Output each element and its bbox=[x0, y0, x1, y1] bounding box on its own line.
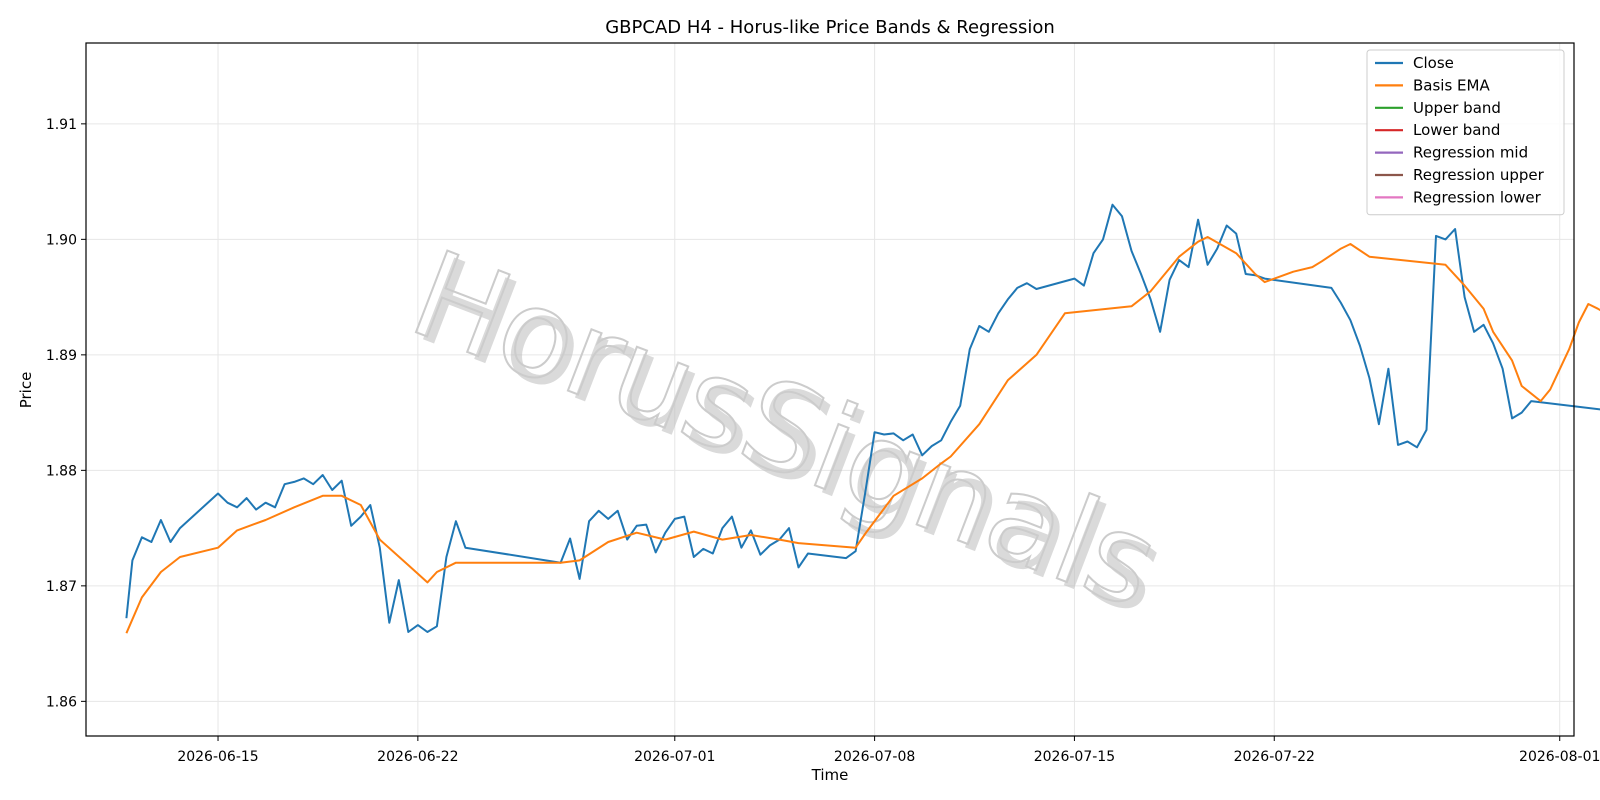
y-tick-label: 1.91 bbox=[46, 117, 77, 133]
legend-box bbox=[1366, 49, 1565, 216]
y-tick-label: 1.89 bbox=[46, 348, 77, 364]
series-line-close bbox=[125, 203, 1600, 633]
y-tick-label: 1.90 bbox=[46, 232, 77, 248]
x-tick-label: 2026-07-22 bbox=[1234, 749, 1315, 765]
legend-label-regression-mid: Regression mid bbox=[1413, 144, 1528, 162]
x-axis-label: Time bbox=[811, 766, 849, 784]
grid bbox=[86, 43, 1574, 736]
series-line-basis-ema bbox=[125, 236, 1600, 634]
x-tick-label: 2026-07-01 bbox=[634, 749, 715, 765]
y-tick-label: 1.88 bbox=[46, 463, 77, 479]
legend-label-lower-band: Lower band bbox=[1413, 121, 1500, 139]
x-axis: 2026-06-15 2026-06-22 2026-07-01 2026-07-08… bbox=[177, 736, 1600, 765]
x-tick-label: 2026-08-01 bbox=[1519, 749, 1600, 765]
series-layer bbox=[125, 203, 1600, 634]
plot-frame bbox=[85, 42, 1575, 737]
legend-label-regression-lower: Regression lower bbox=[1413, 188, 1542, 206]
x-tick-label: 2026-07-15 bbox=[1034, 749, 1115, 765]
legend-label-basis-ema: Basis EMA bbox=[1413, 76, 1490, 94]
chart-title: GBPCAD H4 - Horus-like Price Bands & Reg… bbox=[605, 17, 1055, 38]
y-tick-label: 1.87 bbox=[46, 579, 77, 595]
legend-label-close: Close bbox=[1413, 54, 1454, 72]
x-tick-label: 2026-06-15 bbox=[177, 749, 258, 765]
legend: Close Basis EMA Upper band Lower band Regres… bbox=[1366, 49, 1565, 216]
x-tick-label: 2026-06-22 bbox=[377, 749, 458, 765]
x-tick-label: 2026-07-08 bbox=[834, 749, 915, 765]
legend-label-regression-upper: Regression upper bbox=[1413, 166, 1545, 184]
y-axis-label: Price bbox=[17, 372, 35, 409]
legend-label-upper-band: Upper band bbox=[1413, 99, 1501, 117]
y-tick-label: 1.86 bbox=[46, 694, 77, 710]
y-axis: 1.86 1.87 1.88 1.89 1.90 1.91 bbox=[46, 117, 86, 710]
